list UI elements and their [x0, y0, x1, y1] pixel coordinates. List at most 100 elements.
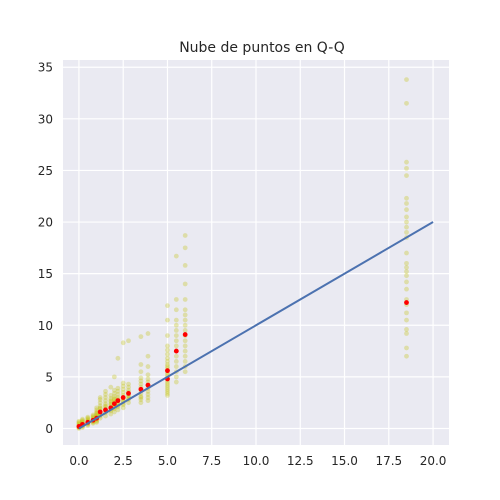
scatter-point: [138, 397, 144, 402]
mean-point: [182, 332, 188, 337]
scatter-point: [404, 269, 409, 274]
mean-point: [173, 348, 179, 354]
scatter-point: [111, 390, 117, 396]
mean-point: [103, 407, 108, 413]
scatter-point: [94, 409, 100, 415]
x-tick-label: 20.0: [420, 454, 447, 468]
scatter-point: [76, 418, 82, 424]
scatter-point: [182, 281, 188, 287]
x-tick-label: 0.0: [69, 454, 88, 468]
scatter-point: [94, 407, 100, 413]
scatter-point: [165, 317, 170, 323]
scatter-point: [165, 386, 170, 392]
scatter-point: [182, 358, 188, 364]
scatter-point: [145, 353, 151, 359]
scatter-point: [145, 392, 151, 397]
mean-point: [97, 409, 103, 415]
scatter-point: [103, 398, 108, 404]
scatter-point: [108, 393, 114, 398]
scatter-point: [103, 392, 108, 397]
y-tick-label: 5: [45, 370, 53, 384]
y-tick-label: 35: [38, 61, 53, 75]
scatter-point: [111, 409, 117, 415]
scatter-point: [165, 333, 170, 338]
scatter-point: [145, 364, 151, 369]
scatter-point: [145, 331, 151, 336]
mean-point: [120, 395, 126, 400]
scatter-point: [103, 413, 108, 419]
scatter-point: [115, 385, 121, 391]
y-tick-label: 30: [38, 112, 53, 126]
scatter-point: [404, 165, 409, 171]
scatter-point: [404, 273, 409, 279]
scatter-point: [165, 388, 170, 394]
scatter-point: [404, 265, 409, 270]
scatter-point: [108, 398, 114, 404]
scatter-point: [108, 396, 114, 401]
scatter-point: [120, 380, 126, 386]
scatter-point: [404, 260, 409, 266]
scatter-point: [404, 173, 409, 179]
y-tick-label: 25: [38, 164, 53, 178]
scatter-point: [165, 362, 170, 367]
y-tick-labels: 0 5 10 15 20 25 30 35: [38, 61, 53, 436]
scatter-point: [138, 394, 144, 399]
scatter-point: [94, 405, 100, 411]
scatter-point: [404, 219, 409, 225]
scatter-point: [404, 353, 409, 359]
scatter-point: [115, 388, 121, 394]
scatter-point: [182, 353, 188, 359]
scatter-point: [165, 384, 170, 390]
scatter-point: [103, 395, 108, 400]
scatter-point: [138, 334, 144, 340]
scatter-point: [173, 253, 179, 259]
scatter-point: [108, 411, 114, 417]
scatter-point: [115, 392, 121, 397]
scatter-point: [165, 347, 170, 353]
scatter-point: [80, 417, 85, 423]
scatter-point: [138, 395, 144, 400]
scatter-point: [404, 286, 409, 292]
scatter-point: [97, 400, 103, 406]
scatter-point: [182, 328, 188, 333]
scatter-point: [165, 351, 170, 357]
scatter-point: [85, 414, 91, 420]
scatter-point: [97, 405, 103, 411]
scatter-point: [182, 338, 188, 344]
scatter-point: [126, 381, 131, 387]
scatter-point: [138, 375, 144, 381]
x-tick-label: 17.5: [375, 454, 402, 468]
scatter-point: [173, 333, 179, 338]
mean-point: [404, 300, 409, 305]
scatter-point: [145, 376, 151, 382]
scatter-point: [85, 415, 91, 421]
mean-point: [145, 382, 151, 388]
y-tick-label: 20: [38, 216, 53, 230]
scatter-point: [145, 398, 151, 404]
scatter-point: [138, 381, 144, 387]
mean-point: [126, 390, 131, 396]
scatter-point: [404, 317, 409, 323]
scatter-point: [404, 100, 409, 106]
scatter-point: [182, 245, 188, 251]
x-tick-labels: 0.0 2.5 5.0 7.5 10.0 12.5 15.0 17.5 20.0: [69, 454, 446, 468]
scatter-point: [165, 390, 170, 396]
scatter-point: [182, 322, 188, 328]
x-tick-label: 15.0: [331, 454, 358, 468]
scatter-point: [404, 195, 409, 201]
scatter-point: [90, 413, 96, 419]
scatter-point: [404, 201, 409, 206]
scatter-point: [173, 307, 179, 313]
scatter-point: [111, 374, 117, 380]
scatter-point: [165, 393, 170, 398]
scatter-point: [173, 317, 179, 323]
chart-title: Nube de puntos en Q-Q: [179, 40, 345, 56]
scatter-point: [103, 388, 108, 394]
scatter-point: [173, 358, 179, 364]
x-tick-label: 7.5: [202, 454, 221, 468]
scatter-point: [165, 382, 170, 388]
scatter-point: [120, 405, 126, 411]
scatter-point: [404, 331, 409, 336]
scatter-point: [173, 374, 179, 380]
scatter-point: [165, 355, 170, 361]
